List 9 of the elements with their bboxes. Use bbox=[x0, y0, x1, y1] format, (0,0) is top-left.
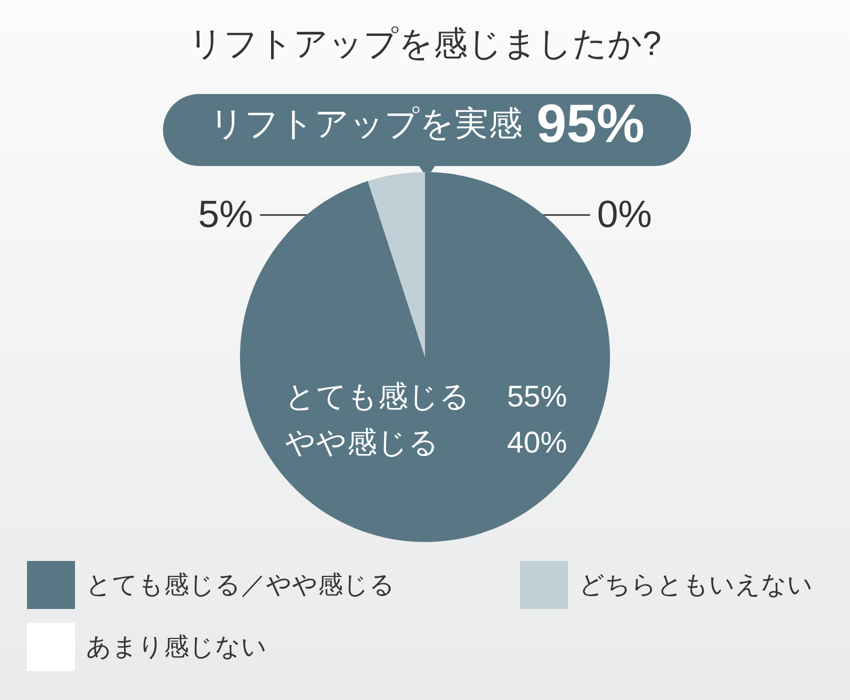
legend-label: とても感じる／やや感じる bbox=[86, 571, 395, 599]
text: やや感じる 40% bbox=[285, 426, 568, 460]
data-label: 5% bbox=[198, 194, 253, 236]
chart-title: リフトアップを感じましたか? bbox=[188, 25, 662, 63]
legend-label: あまり感じない bbox=[86, 633, 267, 661]
text: リフトアップを実感 95% bbox=[209, 93, 645, 155]
text: 0% bbox=[597, 194, 652, 236]
text: とても感じる 55% bbox=[285, 380, 568, 414]
legend-label: どちらともいえない bbox=[579, 571, 813, 599]
